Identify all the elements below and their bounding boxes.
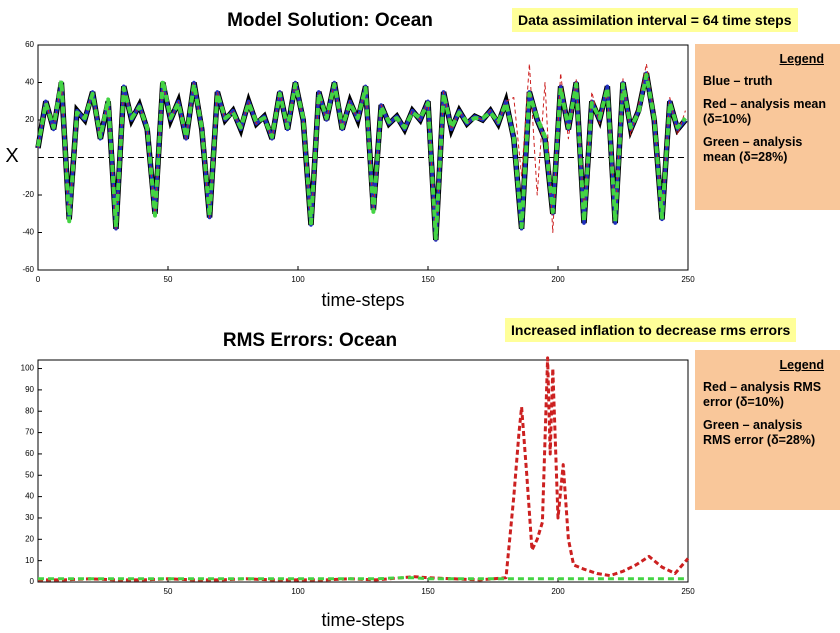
y-tick-label: 70 — [25, 428, 34, 437]
x-axis-label: time-steps — [321, 610, 405, 630]
x-tick-label: 50 — [164, 275, 173, 284]
legend: Legend Red – analysis RMS error (δ=10%) G… — [695, 350, 840, 510]
x-tick-label: 250 — [681, 275, 695, 284]
y-tick-label: 60 — [25, 40, 34, 49]
y-tick-label: 100 — [21, 364, 35, 373]
x-tick-label: 250 — [681, 587, 695, 596]
y-tick-label: -40 — [22, 228, 34, 237]
y-tick-label: 10 — [25, 556, 34, 565]
plot-frame — [37, 359, 689, 583]
legend-entry: Green – analysis mean (δ=28%) — [703, 135, 803, 164]
y-axis-label: X — [5, 145, 19, 167]
x-tick-label: 0 — [36, 275, 41, 284]
y-tick-label: 50 — [25, 470, 34, 479]
legend-entry: Green – analysis RMS error (δ=28%) — [703, 418, 816, 447]
x-axis-label: time-steps — [321, 290, 405, 310]
legend-title: Legend — [779, 358, 824, 372]
y-tick-label: 90 — [25, 385, 34, 394]
legend-entry: Red – analysis RMS error (δ=10%) — [703, 380, 822, 409]
annotation: Increased inflation to decrease rms erro… — [505, 318, 797, 342]
legend-entry: Red – analysis mean (δ=10%) — [703, 97, 826, 126]
y-tick-label: 80 — [25, 406, 34, 415]
x-tick-label: 200 — [551, 587, 565, 596]
line — [36, 73, 687, 241]
legend: Legend Blue – truth Red – analysis mean (… — [695, 44, 840, 210]
line — [38, 576, 688, 581]
x-tick-label: 100 — [291, 587, 305, 596]
y-tick-label: -20 — [22, 190, 34, 199]
x-tick-label: 100 — [291, 275, 305, 284]
y-tick-label: 20 — [25, 534, 34, 543]
line — [38, 356, 690, 582]
y-tick-label: -60 — [22, 265, 34, 274]
chart-title: RMS Errors: Ocean — [222, 330, 398, 351]
annotation: Data assimilation interval = 64 time ste… — [512, 8, 798, 32]
y-tick-label: 30 — [25, 513, 34, 522]
legend-entry: Blue – truth — [703, 74, 773, 88]
y-tick-label: 40 — [25, 492, 34, 501]
x-tick-label: 200 — [551, 275, 565, 284]
legend-title: Legend — [779, 52, 824, 66]
y-tick-label: 40 — [25, 78, 34, 87]
x-tick-label: 150 — [421, 587, 435, 596]
y-tick-label: 20 — [25, 115, 34, 124]
y-tick-label: 60 — [25, 449, 34, 458]
x-tick-label: 50 — [164, 587, 173, 596]
y-tick-label: 0 — [30, 577, 35, 586]
x-tick-label: 150 — [421, 275, 435, 284]
chart-title: Model Solution: Ocean — [227, 10, 433, 31]
